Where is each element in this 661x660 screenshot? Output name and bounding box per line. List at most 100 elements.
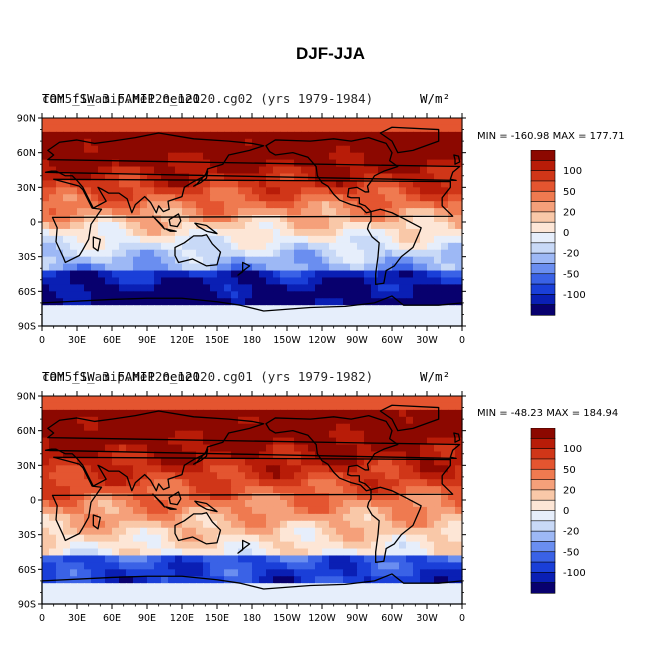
colorbar-bin — [530, 530, 556, 543]
colorbar-bin — [530, 201, 556, 213]
colorbar-label: -100 — [563, 290, 586, 301]
colorbar-bin — [530, 551, 556, 563]
colorbar-bin — [530, 499, 556, 512]
colorbar-label: -50 — [563, 269, 579, 280]
lon-tick-label: 120E — [170, 613, 194, 624]
colorbar-bin — [530, 510, 556, 522]
map-field — [42, 118, 463, 327]
lat-tick-label: 90N — [17, 392, 36, 403]
lat-tick-label: 0 — [30, 218, 36, 229]
lon-tick-label: 150E — [205, 613, 229, 624]
colorbar-label: 100 — [563, 166, 582, 177]
map-field — [42, 396, 463, 605]
colorbar-bin — [530, 479, 556, 491]
lat-tick-label: 30S — [18, 530, 36, 541]
lon-tick-label: 90W — [346, 335, 368, 346]
lat-tick-label: 30S — [18, 252, 36, 263]
lon-tick-label: 150W — [273, 613, 301, 624]
lat-tick-label: 90N — [17, 114, 36, 125]
colorbar-label: 100 — [563, 444, 582, 455]
lon-tick-label: 0 — [459, 613, 465, 624]
lon-tick-label: 0 — [459, 335, 465, 346]
panel1-minmax: MIN = -160.98 MAX = 177.71 — [477, 131, 625, 142]
panel2-minmax: MIN = -48.23 MAX = 184.94 — [477, 408, 619, 419]
lon-tick-label: 30E — [68, 613, 86, 624]
colorbar-bin — [530, 294, 556, 306]
lon-tick-label: 180 — [243, 613, 261, 624]
colorbar-label: -50 — [563, 547, 579, 558]
colorbar-bin — [530, 263, 556, 275]
lon-tick-label: 0 — [39, 613, 45, 624]
colorbar-bin — [530, 242, 556, 254]
lon-tick-label: 150W — [273, 335, 301, 346]
panel1-variable-label: TOM fSW 3 FAMIP ne120 — [42, 91, 201, 106]
lon-tick-label: 120W — [308, 335, 336, 346]
colorbar-label: -20 — [563, 249, 579, 260]
panel2-case-label: cam5_1_amip.ne120_ne120.cg01 (yrs 1979-1… — [42, 369, 374, 384]
lat-tick-label: 60N — [17, 148, 36, 159]
colorbar-label: -20 — [563, 527, 579, 538]
lon-tick-label: 0 — [39, 335, 45, 346]
colorbar-bin — [530, 221, 556, 234]
panel1-colorbar: 100 50 20 0 -20 -50 -100 — [530, 150, 586, 316]
colorbar-bin — [530, 561, 556, 573]
lat-tick-label: 60S — [18, 565, 36, 576]
colorbar-label: 0 — [563, 506, 569, 517]
lon-tick-label: 150E — [205, 335, 229, 346]
colorbar-bin — [530, 582, 556, 594]
lon-tick-label: 60W — [381, 613, 403, 624]
lat-tick-label: 60N — [17, 426, 36, 437]
colorbar-bin — [530, 190, 556, 203]
lon-tick-label: 30W — [416, 613, 438, 624]
lat-tick-label: 90S — [18, 600, 36, 611]
colorbar-bin — [530, 541, 556, 553]
colorbar-bin — [530, 438, 556, 450]
colorbar-bin — [530, 160, 556, 172]
colorbar-bin — [530, 232, 556, 244]
lon-tick-label: 30W — [416, 335, 438, 346]
colorbar-bin — [530, 458, 556, 470]
panel1-units-label: W/m² — [420, 91, 451, 106]
lon-tick-label: 60E — [103, 335, 121, 346]
colorbar-label: 20 — [563, 485, 576, 496]
coastlines — [41, 126, 463, 327]
colorbar-bin — [530, 252, 556, 265]
lat-tick-label: 60S — [18, 287, 36, 298]
colorbar-bin — [530, 468, 556, 481]
lon-tick-label: 90E — [138, 335, 156, 346]
colorbar-bin — [530, 211, 556, 223]
panel1-case-label: cam5_1_amip.ne120_ne120.cg02 (yrs 1979-1… — [42, 91, 374, 106]
colorbar-bin — [530, 283, 556, 295]
colorbar-bin — [530, 170, 556, 182]
colorbar-bin — [530, 304, 556, 316]
lon-tick-label: 120W — [308, 613, 336, 624]
colorbar-label: 20 — [563, 207, 576, 218]
lat-tick-label: 90S — [18, 322, 36, 333]
colorbar-bin — [530, 448, 556, 460]
colorbar-bin — [530, 150, 556, 161]
colorbar-bin — [530, 489, 556, 501]
colorbar-bin — [530, 180, 556, 192]
lon-tick-label: 180 — [243, 335, 261, 346]
lon-tick-label: 60W — [381, 335, 403, 346]
colorbar-bin — [530, 520, 556, 532]
lon-tick-label: 60E — [103, 613, 121, 624]
colorbar-label: -100 — [563, 568, 586, 579]
lat-tick-label: 30N — [17, 183, 36, 194]
lon-tick-label: 90W — [346, 613, 368, 624]
panel2-units-label: W/m² — [420, 369, 451, 384]
panel2-colorbar: 100 50 20 0 -20 -50 -100 — [530, 428, 586, 594]
lon-tick-label: 30E — [68, 335, 86, 346]
colorbar-label: 50 — [563, 465, 576, 476]
colorbar-label: 0 — [563, 228, 569, 239]
colorbar-bin — [530, 428, 556, 439]
colorbar-bin — [530, 273, 556, 285]
lon-tick-label: 120E — [170, 335, 194, 346]
lat-tick-label: 30N — [17, 461, 36, 472]
lon-tick-label: 90E — [138, 613, 156, 624]
panel2-variable-label: TOM fSW 3 FAMIP ne120 — [42, 369, 201, 384]
coastlines — [41, 404, 463, 605]
figure-title: DJF-JJA — [296, 44, 365, 63]
